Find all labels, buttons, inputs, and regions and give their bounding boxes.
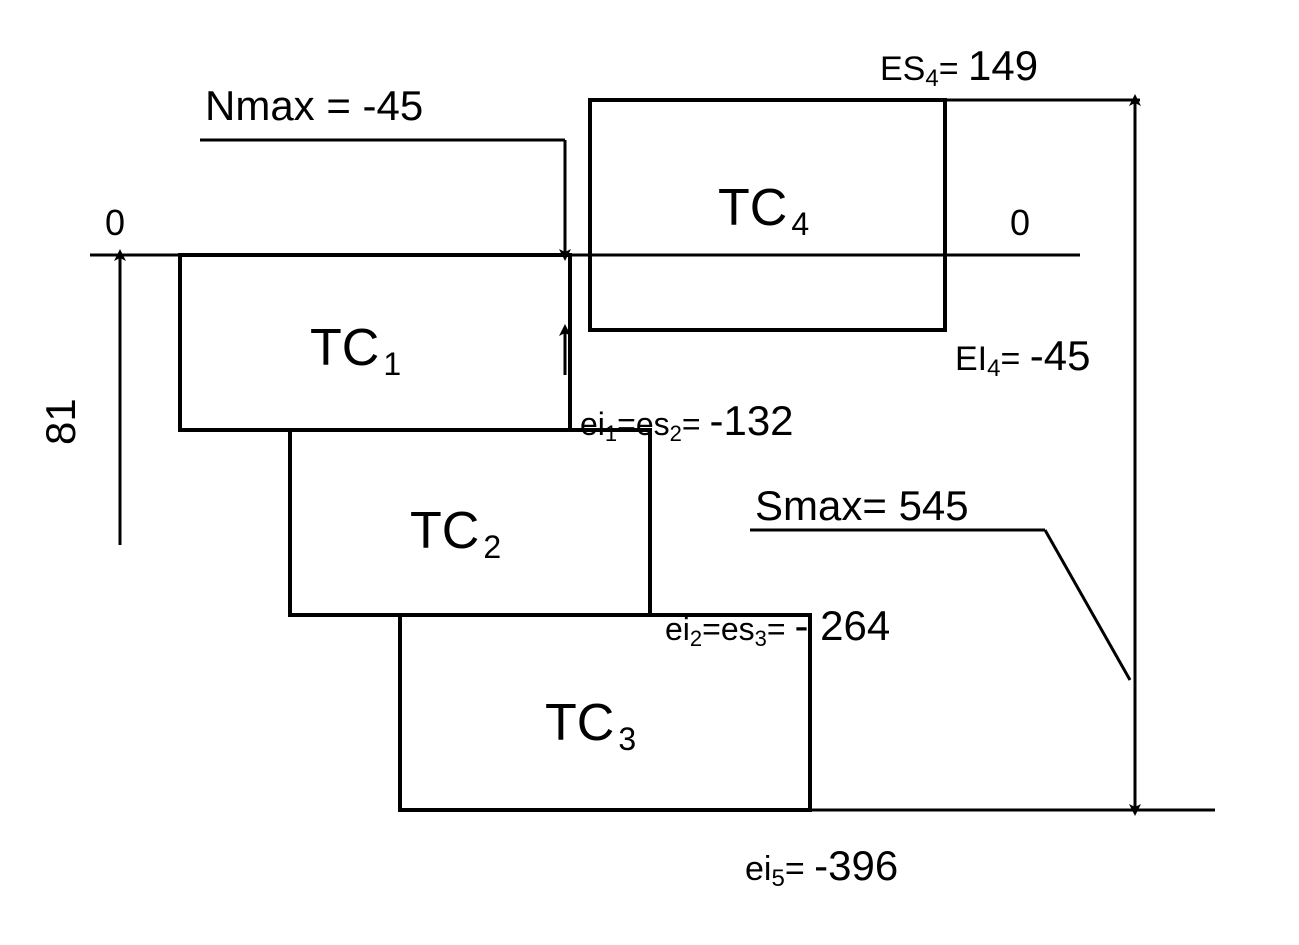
ei5-value: -396 [814,842,898,889]
ei5-sub: 5 [771,865,784,892]
tc2-label: TC2 [410,502,501,565]
tc4-sub: 4 [791,206,809,242]
ei2-sub: 2 [690,626,702,651]
zero-right: 0 [1010,202,1030,243]
es3-sub: 3 [755,626,767,651]
nmax-value: -45 [363,82,424,129]
es4-value: 149 [968,42,1038,89]
es2-sub: 2 [670,421,682,446]
tc3-label: TC3 [545,694,636,757]
dim-81-value: 81 [37,398,84,445]
ei2-eq: = [767,611,795,647]
ei1-prefix: ei [580,406,605,442]
smax-prefix: Smax= [755,482,899,529]
tc1-label: TC1 [310,319,401,382]
ei4-label: EI4= -45 [955,332,1091,382]
es4-eq: = [939,50,968,88]
smax-label: Smax= 545 [755,482,969,529]
nmax-label: Nmax = -45 [205,82,423,129]
ei4-value: -45 [1030,332,1091,379]
tc3-sub: 3 [618,721,636,757]
ei4-eq: = [1000,340,1029,378]
zero-left: 0 [105,202,125,243]
smax-leader [1045,530,1130,680]
tc2-sub: 2 [483,529,501,565]
tolerance-chain-diagram: TC4 TC1 TC2 TC3 Nmax = -45 ES4= 149 0 0 … [0,0,1299,945]
smax-value: 545 [899,482,969,529]
es4-sub: 4 [925,65,938,92]
ei4-sub: 4 [987,355,1000,382]
ei1-value: -132 [709,397,793,444]
ei5-eq: = [785,850,814,888]
ei5-label: ei5= -396 [745,842,898,892]
tc1-main: TC [310,319,379,377]
ei1-sub: 1 [605,421,617,446]
es4-prefix: ES [880,50,925,88]
ei2-prefix: ei [665,611,690,647]
tc4-label: TC4 [718,179,809,242]
ei4-prefix: EI [955,340,987,378]
tc1-sub: 1 [383,346,401,382]
tc3-main: TC [545,694,614,752]
ei2-mid: =es [702,611,754,647]
ei5-prefix: ei [745,850,771,888]
ei1-es2-label: ei1=es2= -132 [580,397,794,446]
es4-label: ES4= 149 [880,42,1038,92]
ei2-es3-label: ei2=es3= - 264 [665,602,890,651]
ei1-eq: = [682,406,710,442]
tc4-main: TC [718,179,787,237]
tc2-main: TC [410,502,479,560]
ei1-mid: =es [617,406,669,442]
ei2-value: - 264 [794,602,890,649]
nmax-prefix: Nmax = [205,82,363,129]
